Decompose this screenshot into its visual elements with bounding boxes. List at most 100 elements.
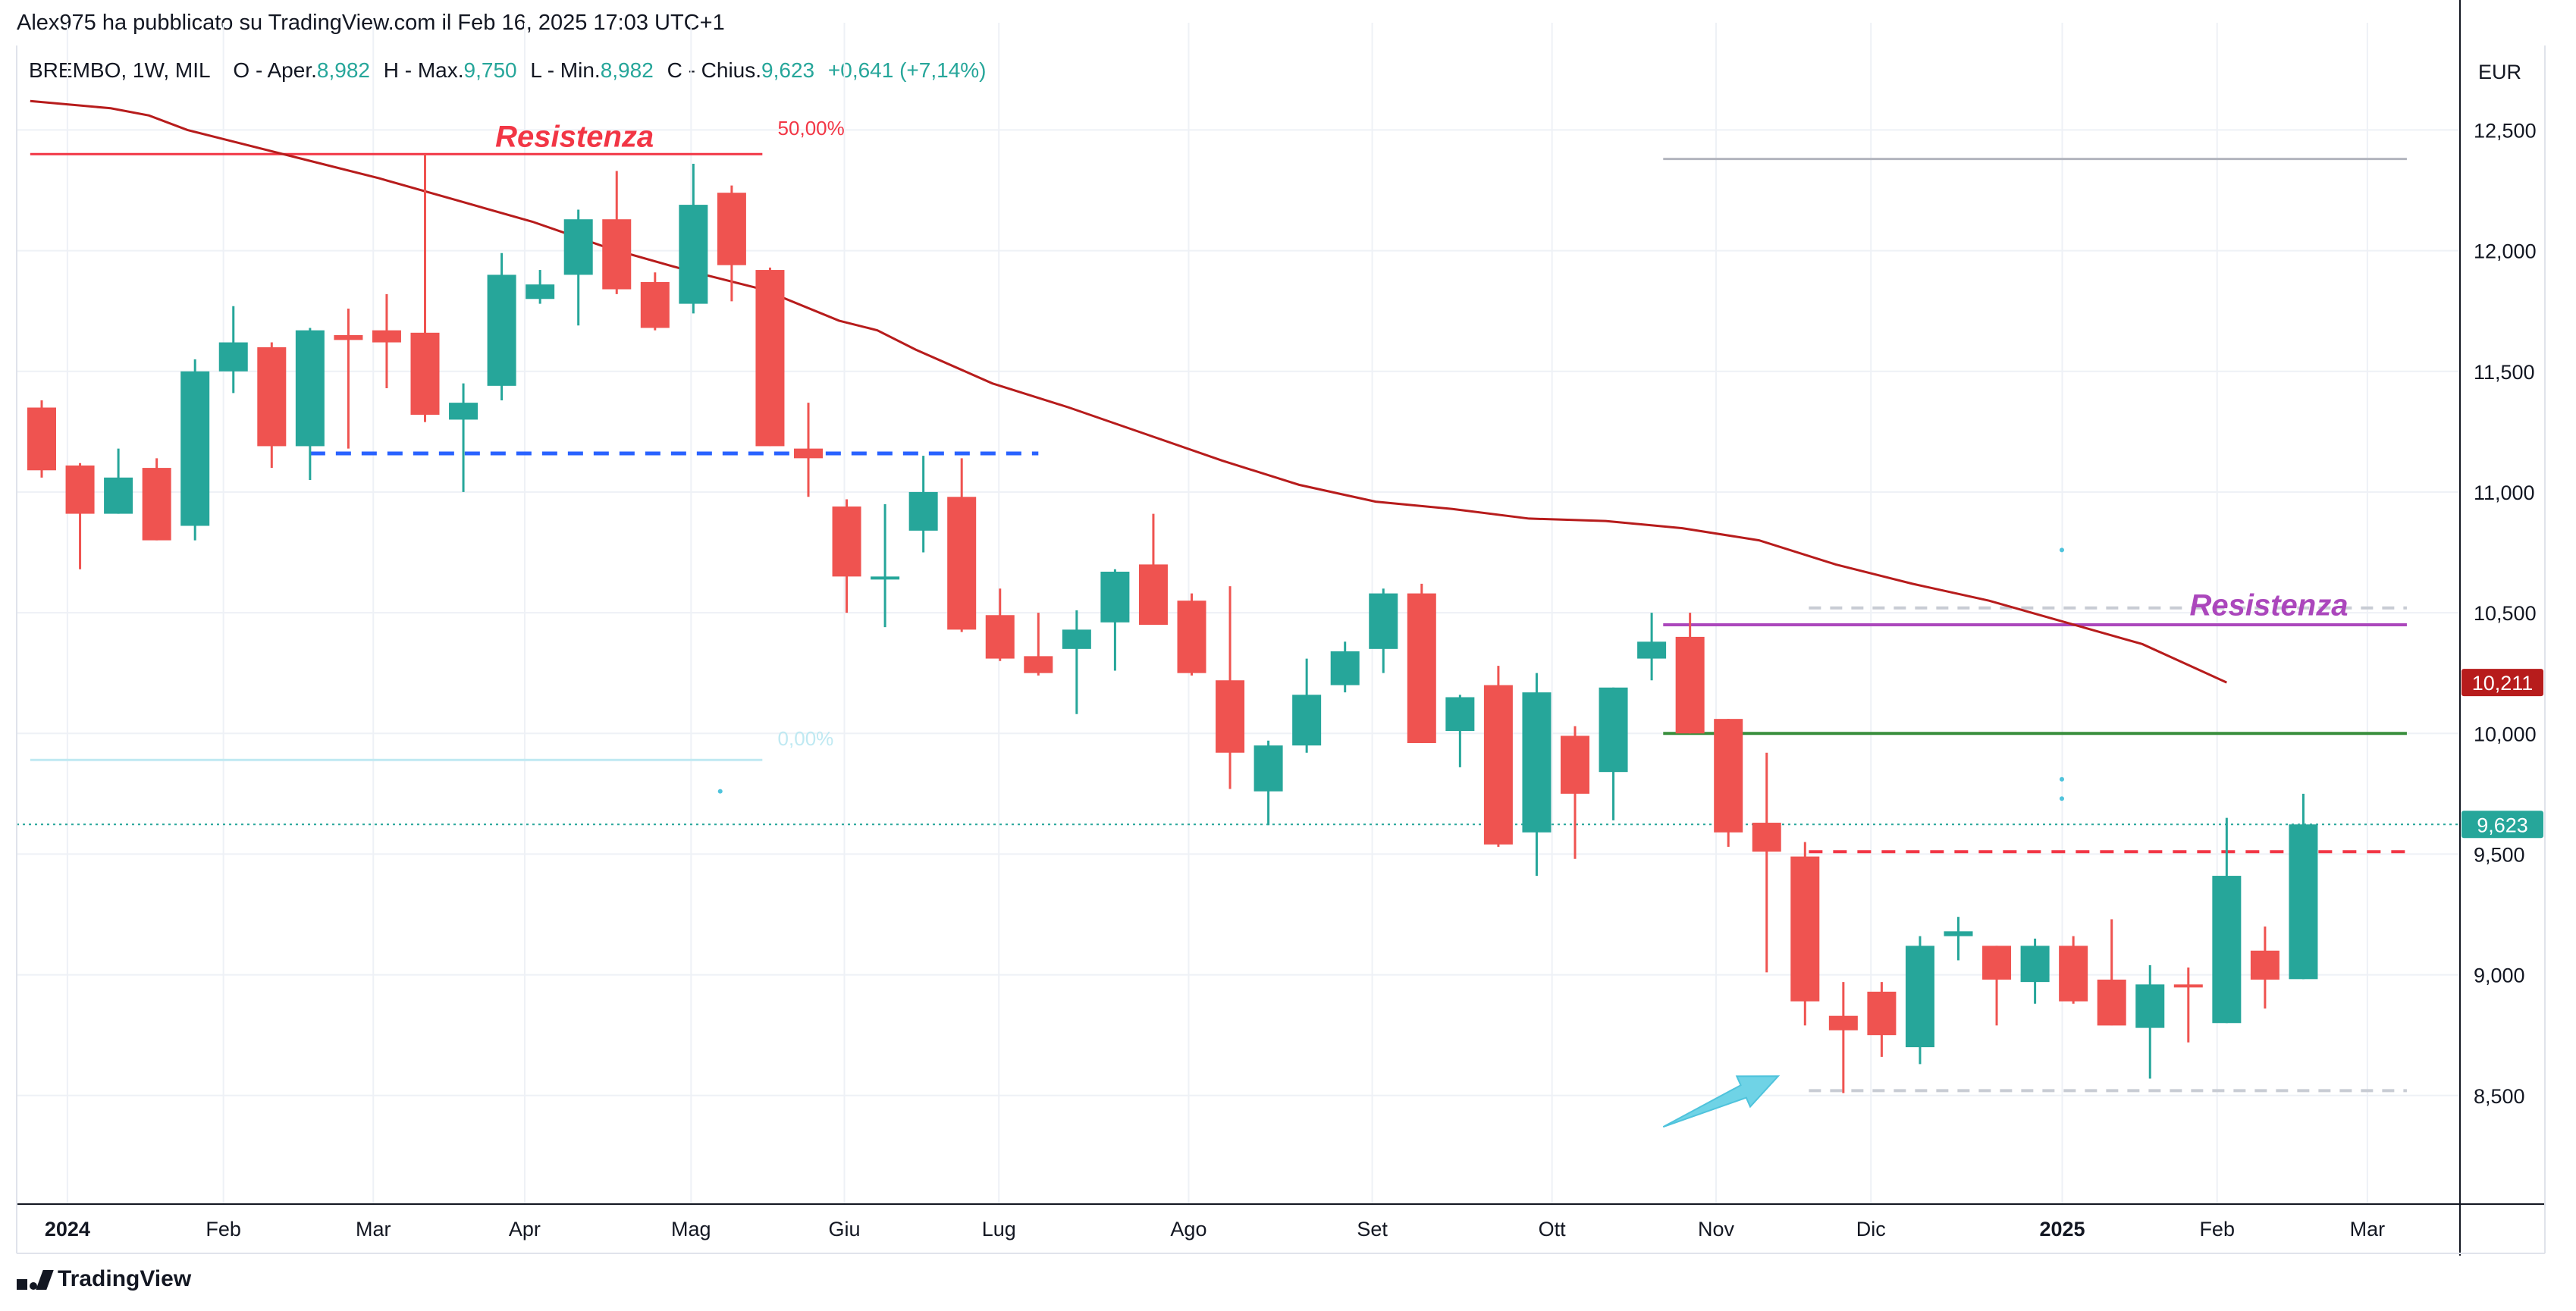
price-tick-label: 12,000: [2474, 240, 2537, 263]
time-tick-label: Apr: [509, 1218, 541, 1240]
candle: [2289, 793, 2318, 980]
time-tick-label: Feb: [2199, 1218, 2235, 1240]
candle: [1024, 613, 1053, 676]
candle-body: [602, 219, 632, 290]
candle: [1561, 726, 1589, 859]
candle: [1216, 586, 1245, 789]
candle-body: [526, 284, 555, 300]
candle: [257, 342, 287, 469]
candle-body: [871, 576, 900, 580]
candle-body: [2135, 984, 2165, 1028]
candle-body: [832, 507, 861, 577]
candle-body: [563, 219, 593, 275]
candle: [1330, 641, 1360, 693]
time-tick-label: Mag: [671, 1218, 711, 1240]
candle-body: [1828, 1015, 1858, 1030]
price-tick-label: 12,500: [2474, 119, 2537, 142]
candle: [832, 499, 861, 613]
candle: [640, 272, 670, 331]
candle: [947, 458, 977, 632]
candle-body: [257, 347, 287, 447]
candle: [65, 463, 95, 569]
candle-body: [180, 371, 210, 526]
ma-value-badge: 10,211: [2472, 672, 2534, 695]
candle: [2097, 919, 2126, 1026]
candle-body: [65, 465, 95, 514]
candle-body: [1982, 946, 2012, 980]
currency-label[interactable]: EUR: [2478, 61, 2522, 83]
candle: [871, 503, 900, 628]
candle-body: [1752, 823, 1781, 852]
price-tick-label: 9,500: [2474, 843, 2525, 866]
open-value: 8,982: [316, 58, 370, 82]
candle-body: [1445, 697, 1475, 732]
candle-body: [1790, 856, 1820, 1002]
symbol-name[interactable]: BREMBO, 1W, MIL: [29, 58, 211, 82]
candle-body: [1637, 641, 1667, 659]
price-tick-label: 10,500: [2474, 602, 2537, 625]
annotation-label: 50,00%: [778, 117, 845, 140]
candle: [1062, 610, 1091, 714]
candle-body: [1675, 636, 1705, 734]
price-tick-label: 11,500: [2474, 361, 2535, 384]
candle-body: [1024, 656, 1053, 673]
candle-body: [1100, 571, 1130, 623]
candle-body: [717, 193, 746, 265]
high-value: 9,750: [463, 58, 517, 82]
candle: [1483, 666, 1513, 847]
candle: [334, 308, 363, 449]
low-label: L - Min.: [530, 58, 601, 82]
candle-body: [908, 491, 938, 531]
candle: [2212, 817, 2242, 1024]
candle: [2059, 936, 2088, 1004]
annotations: Resistenza Resistenza 50,00% 0,00%: [495, 117, 2348, 1128]
tradingview-logo[interactable]: TradingView: [17, 1266, 191, 1292]
candle-body: [1330, 651, 1360, 685]
candle: [2135, 964, 2165, 1079]
candle: [487, 252, 516, 400]
price-tick-label: 9,000: [2474, 964, 2525, 987]
candle-body: [1522, 692, 1552, 833]
candle-body: [1714, 719, 1743, 833]
candle: [1445, 695, 1475, 767]
time-tick-label: Mar: [2350, 1218, 2386, 1240]
candle-body: [1177, 601, 1206, 673]
price-tick-label: 11,000: [2474, 481, 2535, 504]
open-label: O - Aper.: [233, 58, 317, 82]
candle-body: [1216, 680, 1245, 753]
candle: [985, 588, 1015, 661]
candle: [1637, 613, 1667, 681]
candle: [679, 163, 708, 314]
candle: [717, 185, 746, 302]
candle-body: [640, 281, 670, 328]
candle-body: [218, 342, 248, 372]
candle-body: [2289, 824, 2318, 980]
candle: [295, 328, 325, 480]
candle: [563, 209, 593, 326]
candle-body: [1599, 687, 1628, 773]
candle-body: [334, 335, 363, 340]
time-tick-label: 2024: [45, 1218, 90, 1240]
candle: [1752, 752, 1781, 973]
time-tick-label: 2025: [2039, 1218, 2085, 1240]
ma-line: [30, 99, 2227, 684]
candle: [1253, 740, 1283, 826]
tradingview-logo-icon: [17, 1269, 54, 1290]
candle: [794, 403, 823, 497]
candle-body: [27, 407, 56, 471]
annotation-label: Resistenza: [2189, 588, 2348, 622]
marker-dot: [717, 789, 723, 794]
time-tick-label: Nov: [1698, 1218, 1735, 1240]
candle-body: [487, 274, 516, 386]
publish-caption: Alex975 ha pubblicato su TradingView.com…: [17, 11, 725, 35]
price-tick-label: 10,000: [2474, 723, 2537, 745]
candle-body: [372, 330, 401, 343]
candle-body: [449, 403, 478, 420]
candle-body: [947, 497, 977, 630]
close-value: 9,623: [761, 58, 815, 82]
candle-body: [1369, 593, 1398, 649]
candle-body: [794, 448, 823, 459]
annotation-label: Resistenza: [495, 121, 654, 154]
candle: [1177, 593, 1206, 676]
